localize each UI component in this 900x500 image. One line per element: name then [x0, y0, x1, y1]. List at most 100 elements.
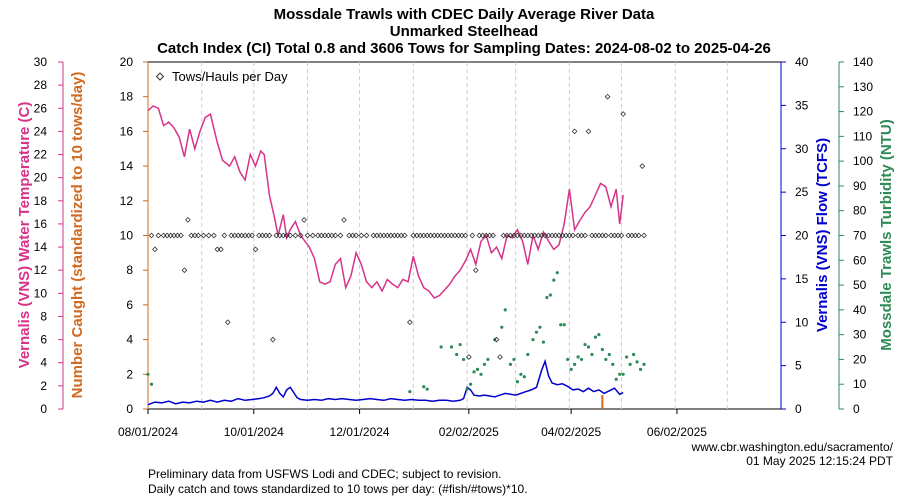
turbidity-point-46: [600, 347, 604, 352]
x-tick-label-0: 08/01/2024: [118, 425, 178, 439]
turbidity-tick-label-8: 80: [853, 204, 867, 218]
tow-point-84: [465, 354, 472, 360]
turbidity-point-55: [631, 352, 636, 357]
turbidity-point-21: [512, 357, 516, 362]
tow-point-136: [641, 232, 647, 239]
turbidity-point-37: [569, 367, 573, 371]
temperature-tick-label-12: 24: [34, 124, 48, 138]
tow-point-91: [490, 232, 496, 239]
catch-tick-label-1: 2: [126, 367, 133, 381]
turbidity-point-12: [472, 370, 476, 374]
catch-tick-label-8: 16: [120, 124, 134, 138]
temperature-tick-label-9: 18: [34, 194, 48, 208]
turbidity-point-54: [628, 362, 632, 366]
temperature-tick-label-6: 12: [34, 263, 48, 277]
turbidity-point-5: [439, 345, 443, 349]
tow-point-10: [185, 217, 191, 223]
catch-tick-label-0: 0: [126, 402, 133, 416]
turbidity-point-32: [552, 278, 556, 282]
turbidity-point-42: [586, 345, 591, 349]
catch-bar-0: [601, 395, 604, 409]
tow-point-19: [221, 232, 228, 239]
turbidity-point-47: [604, 357, 608, 362]
temperature-axis-label: Vernalis (VNS) Water Temperature (C): [16, 102, 33, 369]
turbidity-point-15: [482, 362, 487, 366]
water-temperature-line: [147, 105, 624, 299]
turbidity-point-40: [579, 357, 584, 362]
legend-label: Tows/Hauls per Day: [172, 69, 288, 84]
flow-axis: 0 5 10 15 20 25 30 35 40: [780, 55, 809, 416]
flow-tick-label-2: 10: [795, 315, 809, 329]
legend: Tows/Hauls per Day: [155, 69, 288, 84]
turbidity-point-1: [149, 382, 154, 386]
chart-title-line-1: Mossdale Trawls with CDEC Daily Average …: [274, 6, 655, 23]
tow-point-9: [181, 267, 188, 274]
tow-point-1: [152, 246, 158, 253]
turbidity-point-26: [531, 338, 535, 342]
turbidity-point-7: [455, 352, 459, 357]
x-gridlines: [201, 62, 728, 409]
tow-point-135: [639, 163, 646, 169]
turbidity-point-3: [422, 385, 426, 389]
turbidity-axis: 0 10 20 30 40 50 60 70 80 90 100 110 120 130 140: [838, 55, 873, 416]
tow-point-49: [332, 232, 339, 239]
turbidity-axis-label: Mossdale Trawls Turbidity (NTU): [878, 119, 895, 350]
turbidity-point-36: [566, 357, 570, 362]
tow-point-20: [224, 319, 231, 326]
turbidity-point-41: [583, 342, 587, 347]
turbidity-point-22: [515, 380, 519, 384]
tow-point-14: [200, 232, 207, 239]
turbidity-point-33: [555, 271, 559, 275]
flow-tick-label-5: 25: [795, 185, 809, 199]
temperature-tick-label-2: 4: [40, 356, 47, 370]
flow-tick-label-6: 30: [795, 142, 809, 156]
catch-tick-label-10: 20: [120, 55, 134, 69]
tow-point-129: [618, 232, 625, 239]
tow-point-15: [205, 232, 212, 239]
tow-point-51: [341, 217, 347, 223]
temperature-tick-label-5: 10: [34, 286, 48, 300]
flow-line: [147, 358, 624, 406]
temperature-tick-label-7: 14: [34, 240, 48, 254]
temperature-tick-label-14: 28: [34, 78, 48, 92]
tow-point-13: [195, 232, 202, 239]
turbidity-point-2: [408, 390, 412, 394]
footnote-2: Daily catch and tows standardized to 10 …: [148, 482, 528, 496]
turbidity-tick-label-3: 30: [853, 328, 867, 342]
tow-point-55: [358, 232, 365, 239]
turbidity-point-10: [465, 387, 469, 391]
flow-tick-label-0: 0: [795, 402, 802, 416]
temperature-tick-label-10: 20: [34, 171, 48, 185]
turbidity-tick-label-2: 20: [853, 352, 867, 366]
turbidity-tick-label-4: 40: [853, 303, 867, 317]
tow-point-54: [353, 232, 359, 239]
turbidity-tick-label-0: 0: [853, 402, 860, 416]
turbidity-point-31: [548, 293, 552, 297]
turbidity-tick-label-11: 110: [853, 129, 872, 143]
tow-point-85: [469, 232, 476, 239]
turbidity-point-44: [593, 335, 598, 339]
tow-point-83: [462, 232, 469, 239]
tow-point-125: [604, 93, 611, 100]
timestamp: 01 May 2025 12:15:24 PDT: [746, 454, 893, 468]
catch-tick-label-4: 8: [126, 263, 133, 277]
turbidity-point-13: [475, 367, 480, 371]
tow-point-67: [407, 319, 413, 326]
turbidity-point-6: [449, 345, 454, 349]
x-tick-label-3: 02/02/2025: [439, 425, 499, 439]
turbidity-tick-label-14: 140: [853, 55, 873, 69]
turbidity-point-52: [621, 372, 625, 376]
tow-point-18: [217, 246, 224, 253]
turbidity-tick-label-6: 60: [853, 253, 867, 267]
catch-tick-label-7: 14: [120, 159, 134, 173]
tow-point-43: [309, 232, 316, 239]
turbidity-tick-label-1: 10: [853, 377, 867, 391]
turbidity-point-48: [607, 352, 611, 357]
flow-axis-label: Vernalis (VNS) Flow (TCFS): [814, 138, 831, 332]
flow-tick-label-1: 5: [795, 359, 802, 373]
catch-tick-label-5: 10: [120, 229, 134, 243]
turbidity-point-16: [486, 357, 490, 362]
flow-tick-label-3: 15: [795, 272, 809, 286]
flow-tick-label-7: 35: [795, 98, 809, 112]
